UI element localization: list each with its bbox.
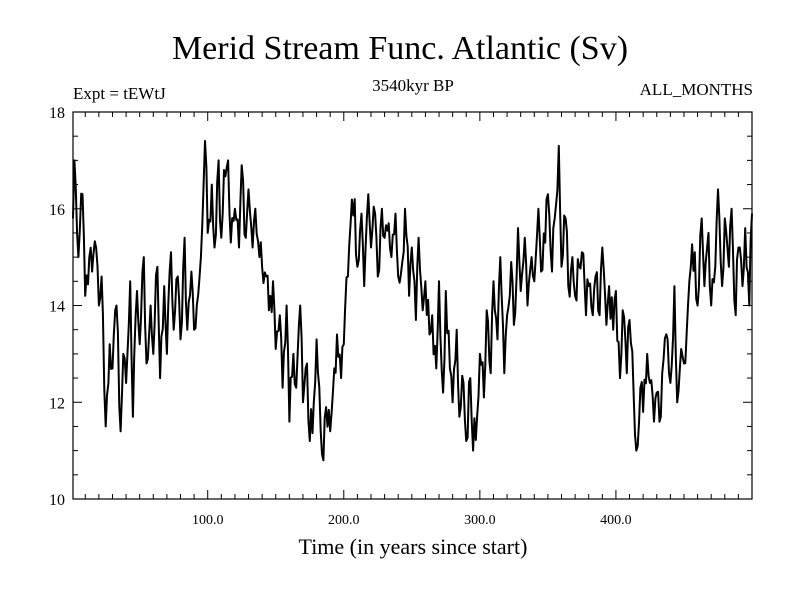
x-tick-label: 400.0 (600, 513, 632, 528)
y-tick-label: 12 (49, 395, 65, 412)
y-tick-label: 18 (49, 105, 65, 122)
y-tick-label: 14 (49, 299, 65, 316)
x-tick-label: 100.0 (192, 513, 224, 528)
chart-subtitle: 3540kyr BP (372, 76, 454, 95)
y-tick-label: 10 (49, 492, 65, 509)
x-axis-label: Time (in years since start) (298, 534, 528, 559)
series-line (72, 140, 753, 462)
x-tick-label: 300.0 (464, 513, 496, 528)
experiment-label: Expt = tEWtJ (73, 84, 166, 103)
chart-title: Merid Stream Func. Atlantic (Sv) (171, 30, 629, 67)
months-label: ALL_MONTHS (639, 80, 753, 99)
x-tick-label: 200.0 (328, 513, 360, 528)
plot-frame (72, 111, 753, 500)
tick-labels: 100.0 200.0 300.0 400.0 10 12 14 16 18 (49, 105, 632, 528)
y-tick-label: 16 (49, 202, 65, 219)
